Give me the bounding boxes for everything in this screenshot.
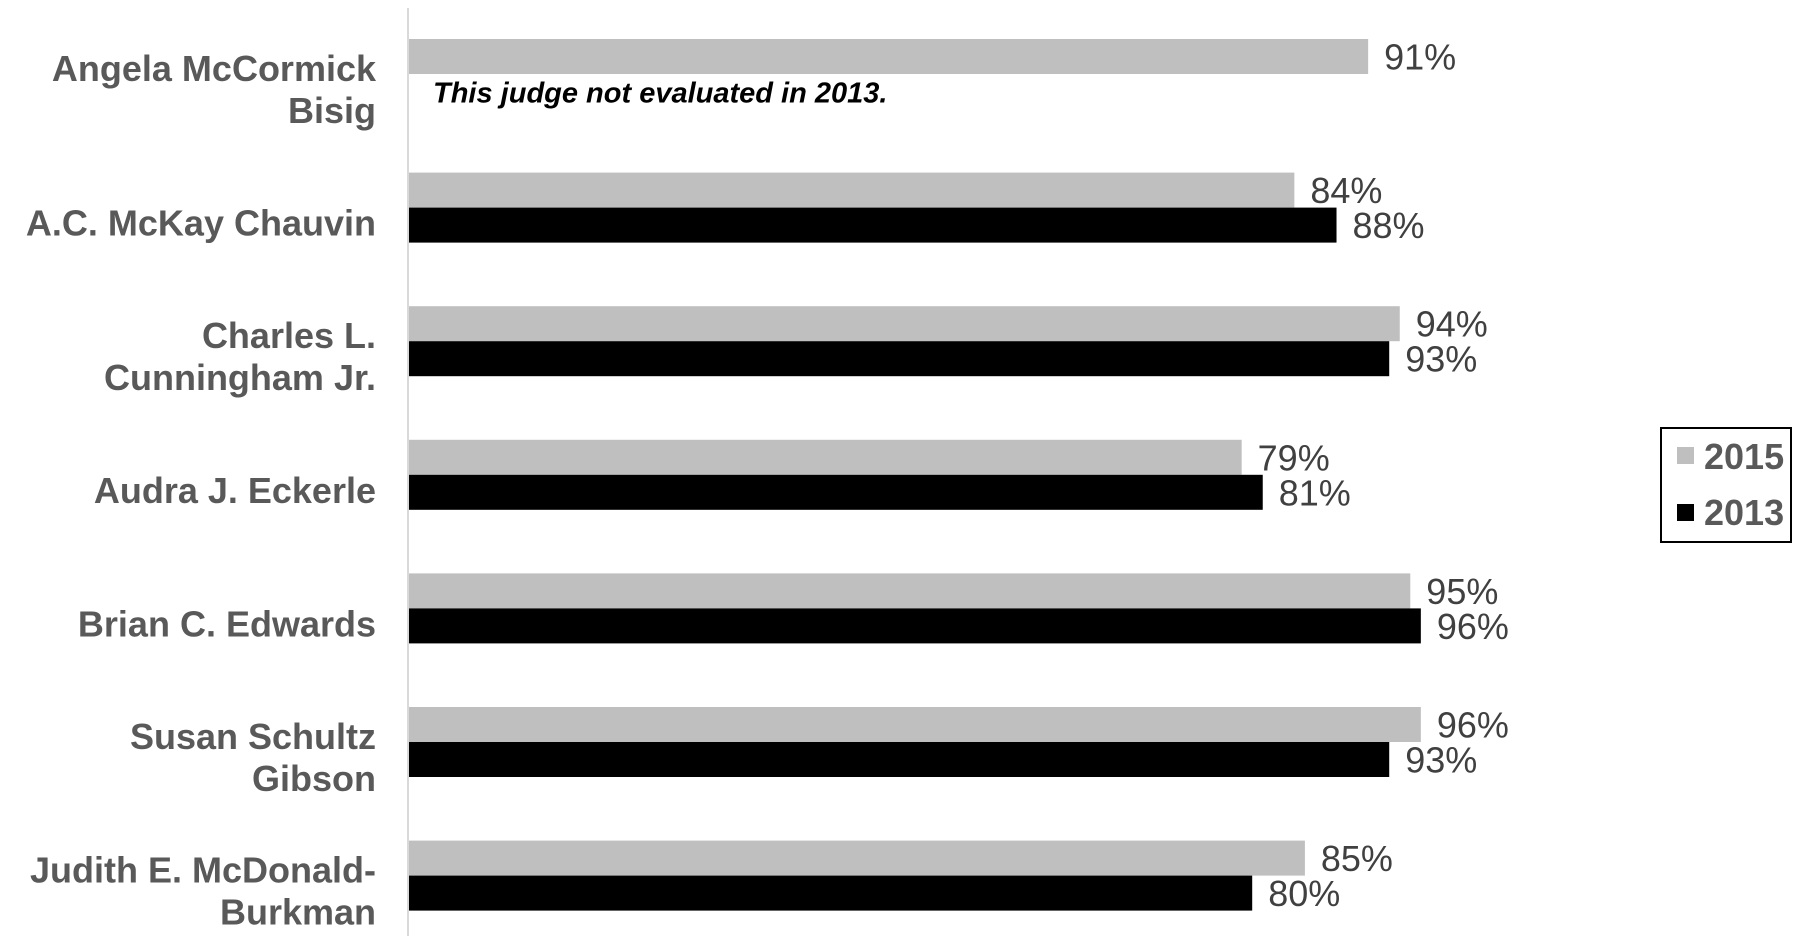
legend-label-2015: 2015 — [1704, 436, 1784, 477]
data-label-2013-4: 96% — [1437, 606, 1509, 647]
bar-2013-6 — [409, 875, 1253, 911]
legend: 2015 2013 — [1660, 427, 1792, 543]
data-label-2013-6: 80% — [1268, 873, 1340, 914]
category-label-line: Judith E. McDonald- — [30, 850, 376, 891]
data-label-2015-6: 85% — [1321, 838, 1393, 879]
data-label-2013-5: 93% — [1405, 740, 1477, 781]
data-label-2015-5: 96% — [1437, 705, 1509, 746]
category-label-line: Audra J. Eckerle — [94, 470, 376, 511]
category-label: Judith E. McDonald-Burkman — [30, 850, 376, 933]
bar-2015-4 — [409, 573, 1411, 609]
bar-2015-1 — [409, 172, 1295, 208]
data-label-2015-2: 94% — [1416, 304, 1488, 345]
category-label: Audra J. Eckerle — [94, 470, 376, 511]
legend-label-2013: 2013 — [1704, 492, 1784, 533]
bar-2015-3 — [409, 439, 1242, 475]
legend-box — [1660, 427, 1792, 543]
category-label-line: Burkman — [220, 892, 376, 933]
bar-2013-2 — [409, 341, 1390, 377]
bar-2015-0 — [409, 39, 1369, 74]
category-label-line: Bisig — [288, 90, 376, 131]
data-label-2013-1: 88% — [1353, 205, 1425, 246]
category-label: A.C. McKay Chauvin — [26, 203, 376, 244]
category-label-line: Charles L. — [202, 315, 376, 356]
category-label-line: Cunningham Jr. — [104, 357, 376, 398]
bars-group: 91%84%88%94%93%79%81%95%96%96%93%85%80%T… — [409, 37, 1509, 914]
data-label-2015-4: 95% — [1426, 571, 1498, 612]
category-label-line: Susan Schultz — [130, 716, 376, 757]
data-label-2015-0: 91% — [1384, 37, 1456, 78]
category-label-line: Angela McCormick — [52, 48, 377, 89]
bar-2013-4 — [409, 608, 1421, 644]
data-label-2013-3: 81% — [1279, 472, 1351, 513]
data-label-2015-1: 84% — [1310, 170, 1382, 211]
legend-swatch-2015 — [1677, 447, 1694, 464]
bar-2015-2 — [409, 306, 1400, 342]
data-label-2013-2: 93% — [1405, 339, 1477, 380]
category-labels: Angela McCormick Bisig A.C. McKay Chauvin C… — [26, 48, 377, 933]
category-label: Brian C. Edwards — [78, 603, 376, 644]
category-label: Charles L. Cunningham Jr. — [104, 315, 376, 398]
bar-2013-1 — [409, 207, 1337, 243]
data-label-2015-3: 79% — [1258, 437, 1330, 478]
bar-2015-6 — [409, 840, 1305, 876]
category-label-line: Gibson — [252, 758, 376, 799]
category-label-line: A.C. McKay Chauvin — [26, 203, 376, 244]
bar-2013-3 — [409, 474, 1263, 510]
bar-2013-5 — [409, 742, 1390, 777]
annotation-not-evaluated: This judge not evaluated in 2013. — [433, 78, 887, 110]
category-label: Angela McCormick Bisig — [52, 48, 377, 131]
category-label: Susan Schultz Gibson — [130, 716, 376, 799]
category-label-line: Brian C. Edwards — [78, 603, 376, 644]
legend-swatch-2013 — [1677, 504, 1694, 521]
bar-2015-5 — [409, 707, 1421, 742]
